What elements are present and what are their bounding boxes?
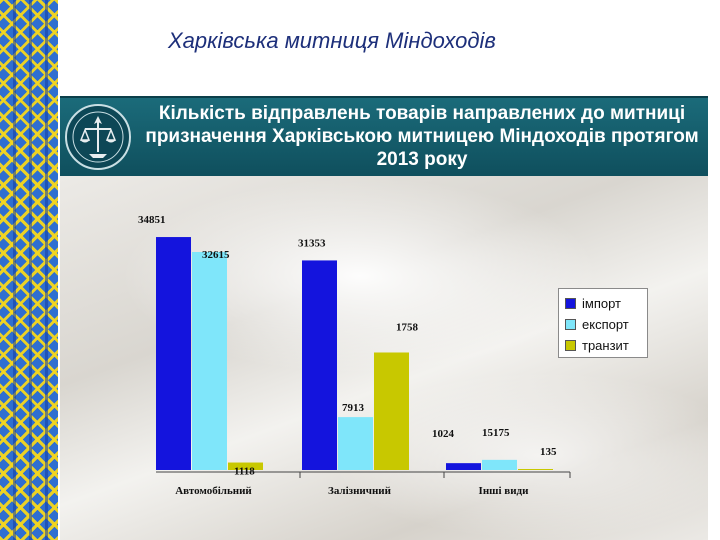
chart-title-banner: Кількість відправлень товарів направлени…: [60, 96, 708, 178]
data-label-import-3: 1024: [432, 428, 455, 440]
data-label-transit-1: 1118: [234, 466, 255, 478]
data-label-transit-2: 1758: [396, 321, 419, 333]
bar-import-1: [156, 237, 191, 470]
data-label-export-2: 7913: [342, 402, 365, 414]
slide-title: Харківська митниця Міндоходів: [168, 28, 496, 53]
legend-label-transit: транзит: [582, 338, 629, 353]
ornament-border: [0, 0, 58, 540]
category-label-3: Інші види: [479, 485, 530, 497]
bar-transit-1: [228, 462, 263, 470]
legend-item-export: експорт: [565, 314, 643, 335]
category-label-2: Залізничний: [328, 485, 392, 497]
bar-chart: 34851 32615 1118 Автомобільний 31353 7913 1758…: [138, 214, 571, 497]
customs-emblem-icon: [65, 104, 131, 170]
data-label-transit-3: 135: [540, 446, 557, 458]
legend-swatch-export: [565, 319, 576, 330]
bar-export-2: [338, 417, 373, 470]
category-label-1: Автомобільний: [175, 485, 252, 497]
legend-item-transit: транзит: [565, 335, 643, 356]
bar-transit-2: [374, 352, 409, 470]
legend-item-import: імпорт: [565, 293, 643, 314]
legend-label-import: імпорт: [582, 296, 621, 311]
bar-import-3: [446, 463, 481, 470]
data-label-import-2: 31353: [298, 237, 326, 249]
legend-label-export: експорт: [582, 317, 629, 332]
bar-transit-3: [518, 469, 553, 470]
data-label-export-1: 32615: [202, 249, 230, 261]
bar-import-2: [302, 260, 337, 470]
data-label-export-3: 15175: [482, 427, 510, 439]
legend-swatch-import: [565, 298, 576, 309]
bar-export-3: [482, 459, 517, 470]
legend-swatch-transit: [565, 340, 576, 351]
bar-export-1: [192, 251, 227, 470]
chart-title: Кількість відправлень товарів направлени…: [145, 103, 699, 170]
chart-legend: імпорт експорт транзит: [558, 288, 648, 358]
data-label-import-1: 34851: [138, 214, 166, 226]
chart-area: 34851 32615 1118 Автомобільний 31353 7913 1758…: [60, 176, 708, 540]
